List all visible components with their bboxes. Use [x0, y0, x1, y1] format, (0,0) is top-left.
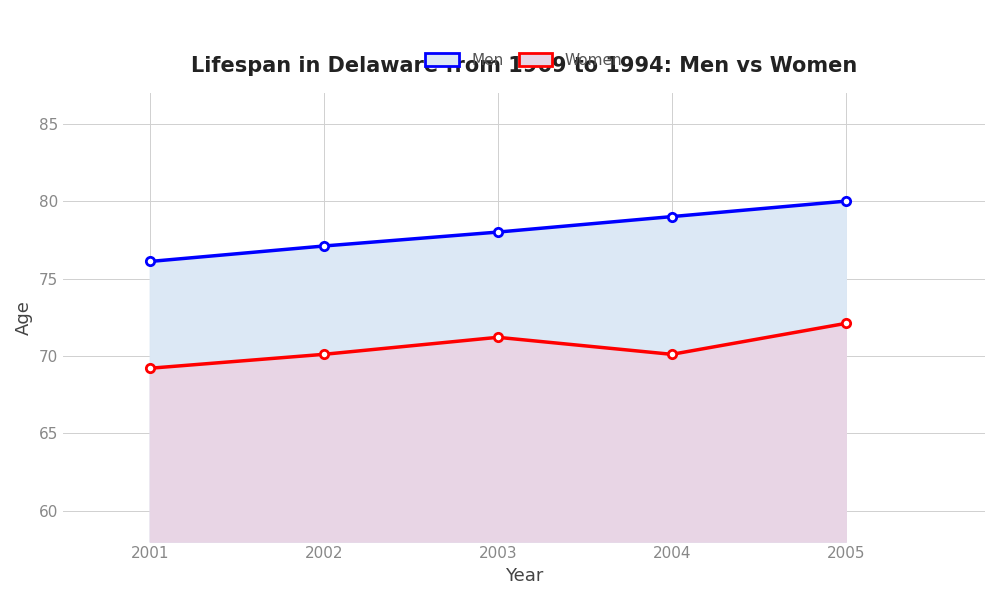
Title: Lifespan in Delaware from 1969 to 1994: Men vs Women: Lifespan in Delaware from 1969 to 1994: … [191, 56, 857, 76]
X-axis label: Year: Year [505, 567, 543, 585]
Y-axis label: Age: Age [15, 300, 33, 335]
Legend: Men, Women: Men, Women [419, 47, 628, 74]
